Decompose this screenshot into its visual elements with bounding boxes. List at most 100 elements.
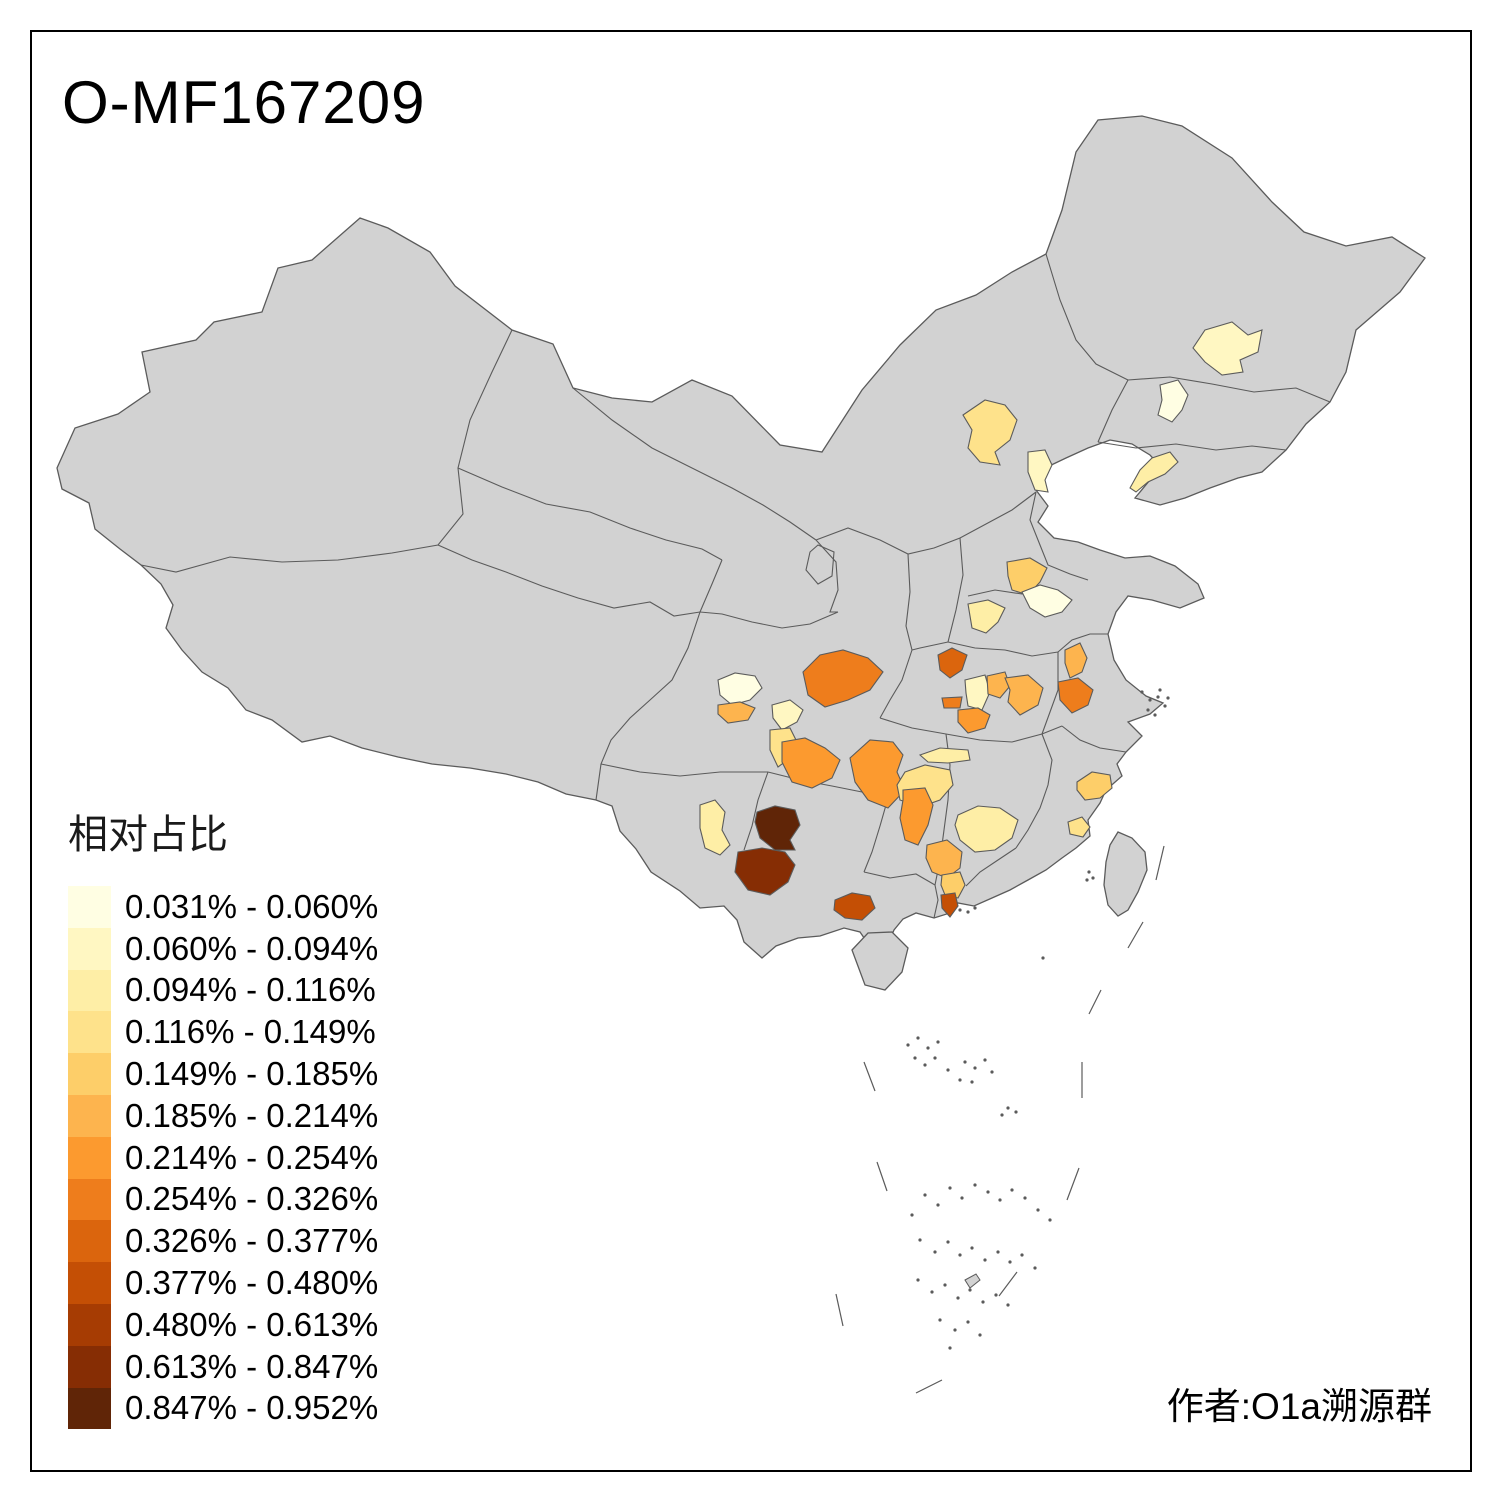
legend-swatch — [68, 1178, 111, 1221]
legend-row: 0.185% - 0.214% — [68, 1094, 379, 1137]
island-dot — [1148, 698, 1152, 702]
map-region — [1064, 642, 1088, 679]
island-dot — [998, 1198, 1002, 1202]
island-dot — [946, 1068, 950, 1072]
island-dot — [906, 1043, 910, 1047]
legend-label: 0.254% - 0.326% — [125, 1180, 379, 1218]
island-dot — [986, 1190, 990, 1194]
country-shape — [56, 115, 1426, 991]
island-dot — [973, 906, 977, 910]
legend-label: 0.214% - 0.254% — [125, 1138, 379, 1176]
map-region — [717, 701, 756, 724]
map-region — [899, 787, 934, 846]
legend-title: 相对占比 — [68, 813, 228, 857]
map-region — [699, 799, 731, 856]
island-dot — [933, 1250, 937, 1254]
island-dot — [1041, 956, 1045, 960]
map-region — [734, 847, 796, 896]
island-dot — [948, 1186, 952, 1190]
island-dot — [1163, 704, 1167, 708]
map-region — [1004, 674, 1044, 716]
map-region — [1021, 584, 1073, 618]
map-region — [1057, 677, 1094, 714]
legend-label: 0.326% - 0.377% — [125, 1222, 379, 1260]
island-dot — [1166, 696, 1170, 700]
legend-row: 0.149% - 0.185% — [68, 1053, 378, 1095]
hainan-island — [851, 931, 909, 991]
island-dot — [1091, 876, 1095, 880]
island-dot — [1140, 690, 1144, 694]
map-region — [986, 671, 1011, 699]
island-dot — [1156, 695, 1160, 699]
island-dot — [910, 1213, 914, 1217]
attribution: 作者:O1a溯源群 — [1166, 1386, 1432, 1427]
island-dot — [948, 1346, 952, 1350]
plot-frame — [30, 30, 1472, 1472]
map-region — [1192, 321, 1263, 376]
legend-swatch — [68, 1136, 111, 1179]
sea-boundary-lines — [835, 845, 1165, 1394]
map-region — [967, 599, 1006, 634]
island-specks — [906, 688, 1170, 1350]
china-mainland — [56, 115, 1426, 967]
legend-row: 0.031% - 0.060% — [68, 886, 378, 928]
map-region — [954, 805, 1019, 853]
legend-row: 0.847% - 0.952% — [68, 1387, 378, 1430]
island-dot — [1014, 1110, 1018, 1114]
map-region — [1067, 816, 1091, 838]
island-dot — [956, 1296, 960, 1300]
island-dot — [983, 1058, 987, 1062]
island-dot — [1036, 1208, 1040, 1212]
map-region — [957, 707, 991, 734]
map-region — [937, 647, 968, 679]
island-dot — [966, 910, 970, 914]
island-dot — [1033, 1266, 1037, 1270]
island-dot — [970, 1246, 974, 1250]
island-dot — [1008, 1260, 1012, 1264]
island-dot — [978, 1333, 982, 1337]
legend-items: 0.031% - 0.060% 0.060% - 0.094% 0.094% - 0… — [68, 886, 379, 1430]
legend-label: 0.377% - 0.480% — [125, 1264, 379, 1302]
legend-swatch — [68, 1387, 111, 1430]
island-dot — [994, 1293, 998, 1297]
island-dot — [983, 1258, 987, 1262]
island-dot — [938, 1318, 942, 1322]
island-dot — [973, 1066, 977, 1070]
legend-row: 0.377% - 0.480% — [68, 1262, 378, 1304]
island-dot — [930, 1290, 934, 1294]
legend-row: 0.480% - 0.613% — [68, 1303, 378, 1346]
island-dot — [1085, 878, 1089, 882]
map-region — [833, 892, 876, 921]
island-dot — [1146, 708, 1150, 712]
legend-label: 0.031% - 0.060% — [125, 887, 379, 925]
island-dot — [1020, 1253, 1024, 1257]
choropleth-regions — [699, 321, 1263, 921]
map-region — [1076, 771, 1113, 801]
province-borders — [140, 253, 1331, 919]
map-region — [918, 747, 971, 764]
map-region — [802, 649, 884, 708]
legend-row: 0.254% - 0.326% — [68, 1178, 379, 1221]
island-dot — [990, 1070, 994, 1074]
island-dot — [933, 1056, 937, 1060]
legend-row: 0.613% - 0.847% — [68, 1345, 378, 1388]
island-dot — [916, 1278, 920, 1282]
island-dot — [943, 1283, 947, 1287]
island-dot — [958, 1253, 962, 1257]
legend-label: 0.116% - 0.149% — [125, 1013, 376, 1051]
legend-swatch — [68, 1053, 111, 1095]
map-region — [1129, 451, 1179, 493]
island-dot — [973, 1183, 977, 1187]
legend-swatch — [68, 1094, 111, 1137]
legend-label: 0.060% - 0.094% — [125, 929, 379, 967]
legend-label: 0.149% - 0.185% — [125, 1055, 379, 1093]
legend-swatch — [68, 886, 111, 928]
legend-row: 0.060% - 0.094% — [68, 927, 379, 970]
legend-swatch — [68, 1220, 111, 1263]
island-dot — [958, 1078, 962, 1082]
island-dot — [1010, 1188, 1014, 1192]
legend-label: 0.185% - 0.214% — [125, 1096, 379, 1134]
legend-label: 0.094% - 0.116% — [125, 971, 376, 1009]
